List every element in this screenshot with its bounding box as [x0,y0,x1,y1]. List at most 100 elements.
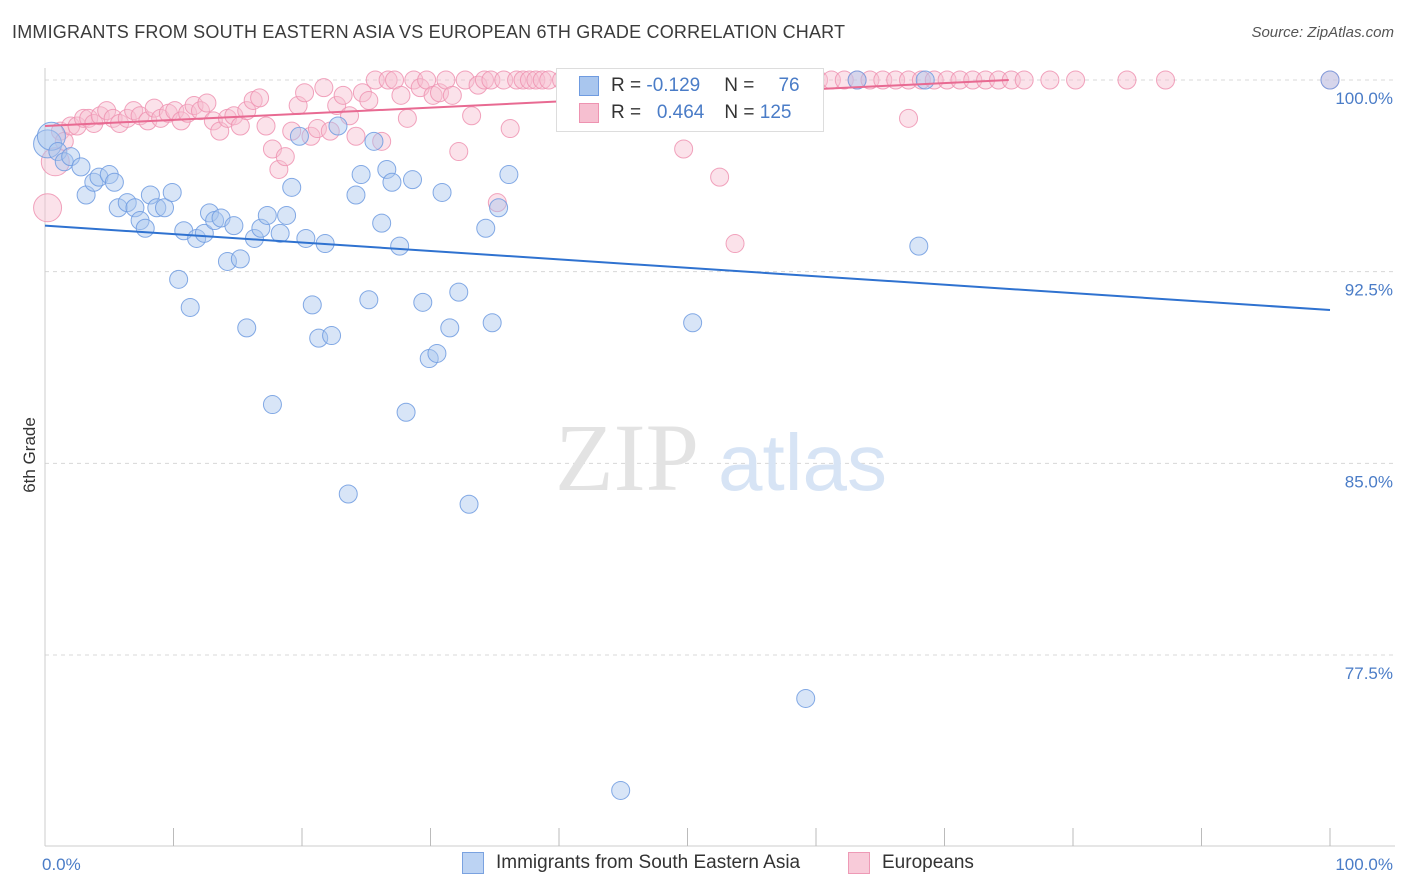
data-point [84,172,104,192]
data-point [611,780,631,800]
data-point [683,313,703,333]
data-point [302,295,322,315]
data-point [180,297,200,317]
data-point [427,343,447,363]
data-point [282,177,302,197]
y-tick-label: 92.5% [1345,281,1393,300]
pink-swatch [848,852,870,874]
n-label: N = [724,102,760,123]
data-point [224,216,244,236]
data-point [124,101,144,121]
data-point [459,494,479,514]
series-legend: Immigrants from South Eastern Asia Europ… [0,852,1406,878]
data-point [237,318,257,338]
data-point [413,292,433,312]
y-tick-label: 100.0% [1335,89,1393,108]
data-point [468,75,488,95]
data-point [377,159,397,179]
data-point [251,218,271,238]
series-sea-immigrants [33,70,1340,800]
watermark-atlas: atlas [718,418,887,507]
data-point [847,70,867,90]
data-point [230,249,250,269]
data-point [169,269,189,289]
legend-row-pink: R = 0.464 N = 125 [579,102,791,128]
data-point [346,126,366,146]
watermark-zip: ZIP [555,404,699,511]
r-value: 0.464 [656,102,705,123]
data-point [197,93,217,113]
data-point [48,142,68,162]
data-point [500,119,520,139]
data-point [899,108,919,128]
data-point [296,228,316,248]
chart-title: IMMIGRANTS FROM SOUTH EASTERN ASIA VS EU… [12,22,846,42]
data-point [476,218,496,238]
data-point [144,98,164,118]
data-point [250,88,270,108]
data-point [725,234,745,254]
data-point [351,165,371,185]
data-point [372,131,392,151]
data-point [277,205,297,225]
data-point [482,313,502,333]
legend-item-sea[interactable]: Immigrants from South Eastern Asia [462,852,800,874]
data-point [489,198,509,218]
data-point [190,101,210,121]
data-point [397,108,417,128]
data-point [442,85,462,105]
data-point [449,282,469,302]
data-point [301,126,321,146]
y-tick-label: 85.0% [1345,472,1393,491]
grid-lines [45,79,1395,656]
data-point [915,70,935,90]
y-axis-label: 6th Grade [20,417,39,493]
data-point [203,111,223,131]
data-point [352,83,372,103]
axes [44,68,1395,847]
data-point [125,198,145,218]
trend-line-blue [44,224,1331,311]
data-point [33,193,63,223]
data-point [532,70,552,90]
data-point [1014,70,1034,90]
data-point [328,116,348,136]
data-point [67,116,87,136]
data-point [390,236,410,256]
data-point [674,139,694,159]
data-point [378,70,398,90]
data-point [61,147,81,167]
x-tick-label: 100.0% [1335,855,1393,874]
data-point [499,165,519,185]
blue-swatch [579,75,599,96]
data-point [462,106,482,126]
r-value: -0.129 [646,75,701,96]
legend-item-europeans[interactable]: Europeans [848,852,974,874]
data-point [135,218,155,238]
data-point [1156,70,1176,90]
data-point [338,484,358,504]
data-point [36,121,66,151]
trend-line-pink [44,79,1009,127]
blue-swatch [462,852,484,874]
x-tick-label: 0.0% [42,855,81,874]
data-point [396,402,416,422]
tick-labels: 77.5% 85.0% 92.5% 100.0% 0.0% 100.0% [42,89,1393,874]
data-point [1066,70,1086,90]
data-point [440,318,460,338]
n-value: 125 [759,102,792,123]
data-point [449,142,469,162]
data-point [372,213,392,233]
r-label: R = [611,75,647,96]
data-point [909,236,929,256]
data-point [474,70,494,90]
data-point [710,167,730,187]
data-point [346,185,366,205]
data-point [382,172,402,192]
r-label: R = [611,102,647,123]
data-point [1320,70,1340,90]
data-point [104,172,124,192]
data-point [162,182,182,202]
n-label: N = [724,75,760,96]
y-tick-label: 77.5% [1345,664,1393,683]
